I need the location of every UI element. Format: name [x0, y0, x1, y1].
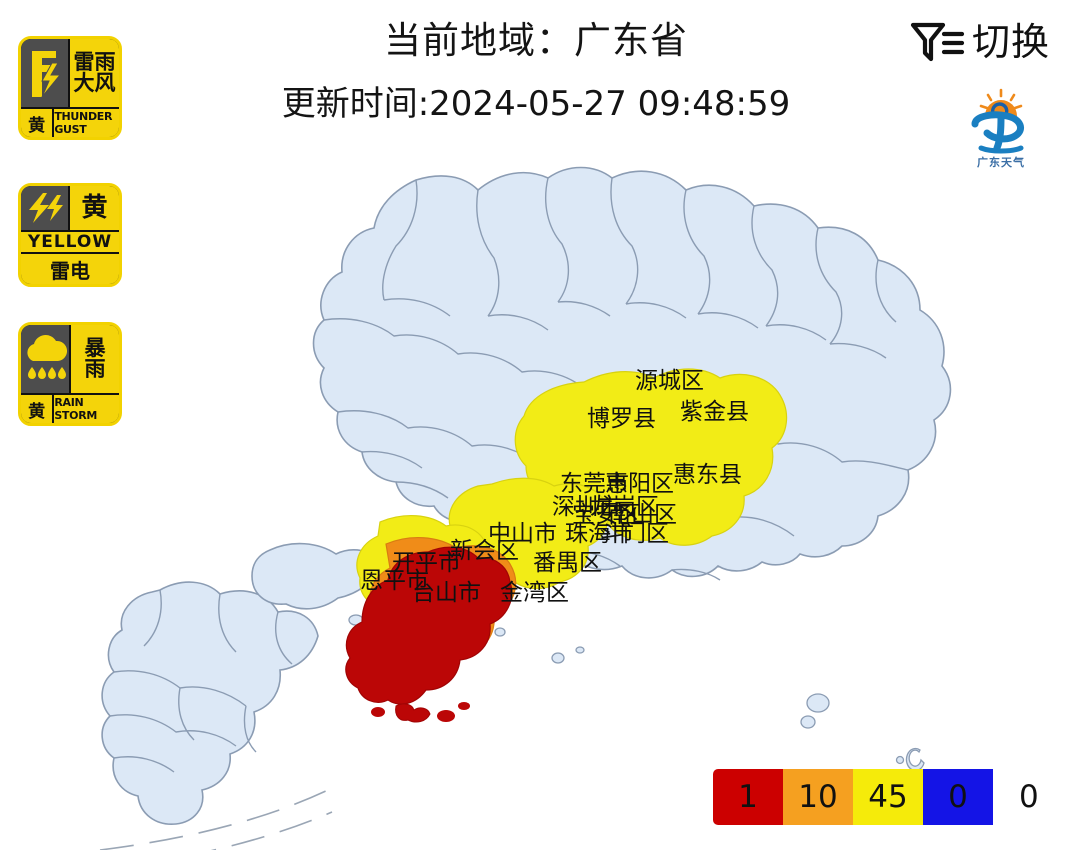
warning-level-cn: 黄 [21, 109, 55, 137]
brand-name: 广东天气 [977, 156, 1025, 169]
warning-icon-bottom: 黄 THUNDER GUST [21, 107, 119, 137]
warning-name-line-1: 大风 [73, 71, 116, 95]
warning-level-cn: 雷电 [21, 254, 119, 284]
zone-red-islet-1 [437, 710, 455, 722]
warning-name-en: YELLOW [21, 232, 119, 254]
zone-red-islet-3 [371, 707, 385, 717]
warning-zone-red [345, 546, 513, 723]
legend-swatch-yellow[interactable]: 45 [853, 769, 923, 825]
warning-map[interactable]: 源城区 紫金县 博罗县 惠东县 东莞市 惠阳区 深圳市 龙岗区 宝安区 南山区 … [60, 150, 1010, 850]
switch-label: 切换 [971, 20, 1050, 64]
legend-swatch-red[interactable]: 1 [713, 769, 783, 825]
warning-level-cn: 黄 [21, 395, 55, 423]
warning-icon-top: 黄 [21, 186, 119, 230]
map-isthmus [251, 542, 383, 610]
map-svg [99, 166, 952, 850]
lightning-bolt-icon [21, 186, 70, 230]
zone-red-taishan [345, 546, 513, 705]
legend-swatch-orange[interactable]: 10 [783, 769, 853, 825]
warning-name-line-0: 黄 [81, 193, 108, 223]
legend-extra-count: 0 [1019, 779, 1039, 815]
switch-button[interactable]: 切换 [910, 20, 1050, 64]
warning-icon-thunder-gust[interactable]: 雷雨 大风 黄 THUNDER GUST [18, 36, 122, 140]
maritime-boundary [99, 789, 333, 850]
lightning-wind-icon [21, 39, 70, 107]
region-label: 当前地域： [384, 19, 574, 62]
legend: 1 10 45 0 0 [713, 769, 1039, 825]
warning-icon-bottom: 黄 RAIN STORM [21, 393, 119, 423]
warning-name-line-1: 雨 [84, 357, 106, 381]
county-borders-sw [109, 589, 293, 773]
rain-cloud-icon [21, 325, 71, 393]
update-time: 更新时间:2024-05-27 09:48:59 [281, 84, 791, 124]
warning-name-en: THUNDER GUST [54, 109, 119, 137]
zone-red-islet-2 [458, 702, 470, 710]
warning-icon-top: 暴 雨 [21, 325, 119, 393]
warning-name-cn: 雷雨 大风 [70, 39, 119, 107]
region-value: 广东省 [574, 19, 688, 62]
leizhou-peninsula [101, 581, 319, 825]
legend-swatch-blue[interactable]: 0 [923, 769, 993, 825]
sun-swirl-logo-icon [971, 88, 1024, 154]
warning-icon-bottom: YELLOW 雷电 [21, 230, 119, 284]
warning-icon-rainstorm[interactable]: 暴 雨 黄 RAIN STORM [18, 322, 122, 426]
warning-name-cn: 黄 [70, 186, 119, 230]
warning-icon-top: 雷雨 大风 [21, 39, 119, 107]
warning-name-cn: 暴 雨 [71, 325, 119, 393]
brand-logo: 广东天气 [955, 86, 1047, 182]
warning-name-line-0: 雷雨 [73, 50, 116, 74]
warning-name-en: RAIN STORM [54, 395, 119, 423]
zone-red-islands [395, 703, 431, 723]
warning-icon-lightning[interactable]: 黄 YELLOW 雷电 [18, 183, 122, 287]
warning-name-line-0: 暴 [84, 336, 106, 360]
filter-icon [910, 22, 965, 62]
